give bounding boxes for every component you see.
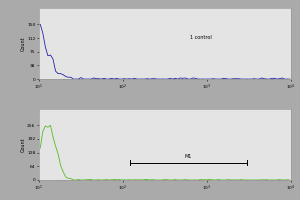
Text: 1 control: 1 control [190, 35, 212, 40]
Y-axis label: Count: Count [21, 137, 26, 152]
Y-axis label: Count: Count [21, 36, 26, 51]
Text: M1: M1 [185, 154, 192, 159]
